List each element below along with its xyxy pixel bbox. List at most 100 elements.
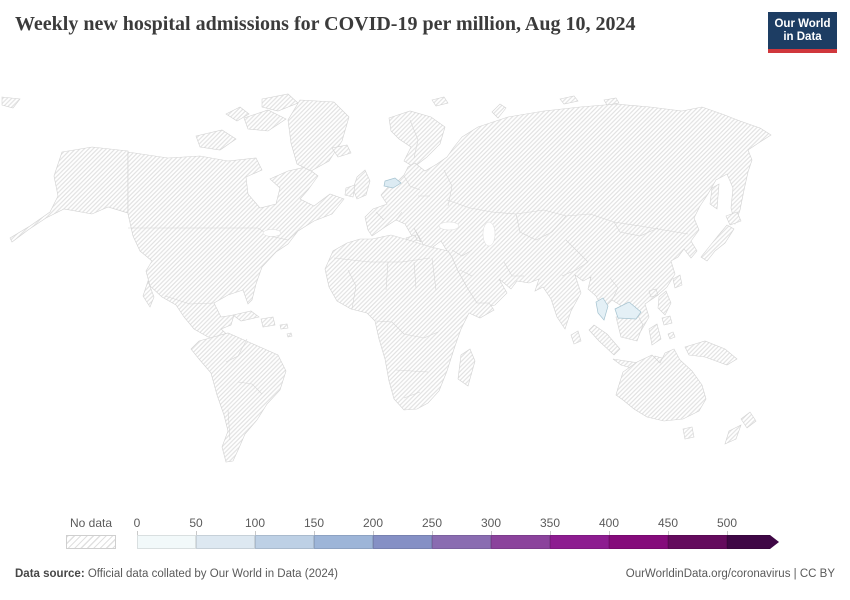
legend-tick-label: 350 [539,516,561,530]
legend-tick-mark [196,531,197,536]
legend-tick-mark [373,531,374,536]
legend-tick-label: 150 [303,516,325,530]
country-victoria-island[interactable] [195,129,237,151]
country-greenland[interactable] [287,99,350,172]
country-arctic-islands-russia-1[interactable] [559,95,579,105]
legend-tick-label: 200 [362,516,384,530]
country-madagascar[interactable] [457,348,476,387]
region-scandinavia[interactable] [388,110,446,168]
borders-europe [375,119,453,221]
country-sri-lanka[interactable] [570,330,582,345]
legend-tick-mark [432,531,433,536]
borders-asia [446,199,689,301]
owid-logo-line2: in Data [783,31,822,43]
country-indonesia-sulawesi[interactable] [648,323,662,346]
country-alaska[interactable] [9,146,129,243]
country-new-zealand-south[interactable] [724,424,742,445]
country-philippines-luzon[interactable] [657,290,672,316]
country-malaysia-borneo[interactable] [614,301,642,320]
country-lesser-antilles[interactable] [286,332,293,338]
country-japan-honshu[interactable] [700,224,735,262]
no-data-label: No data [69,516,113,530]
country-arctic-islands-russia-2[interactable] [603,97,620,106]
legend-tick-mark [314,531,315,536]
owid-logo-line1: Our World [774,18,831,30]
country-ellesmere-island[interactable] [261,93,299,112]
legend-segment-2[interactable] [255,535,314,549]
chart-footer: Data source: Official data collated by O… [15,567,835,581]
legend-segment-1[interactable] [196,535,255,549]
country-cuba[interactable] [232,310,260,322]
country-baffin-island[interactable] [243,109,287,132]
great-lakes [262,229,282,237]
border-us-mexico [164,295,215,305]
country-baja-california[interactable] [142,280,155,308]
legend-tick-label: 450 [657,516,679,530]
country-indonesia-sumatra[interactable] [588,324,621,356]
license-badge: CC BY [799,568,835,580]
legend-tick-label: 100 [244,516,266,530]
caspian-sea [482,221,496,247]
legend-segment-8[interactable] [609,535,668,549]
country-papua-new-guinea[interactable] [684,340,738,366]
legend-segment-7[interactable] [550,535,609,549]
legend-segment-0[interactable] [137,535,196,549]
country-japan-hokkaido[interactable] [725,211,742,226]
legend-tick-mark [668,531,669,536]
legend-tick-mark [550,531,551,536]
country-australia[interactable] [615,348,707,422]
legend-segment-10[interactable] [727,535,779,549]
legend-segment-6[interactable] [491,535,550,549]
country-novaya-zemlya[interactable] [491,103,507,119]
chart-title: Weekly new hospital admissions for COVID… [15,13,636,35]
country-arctic-island-small[interactable] [225,106,250,122]
region-south-america[interactable] [190,332,287,463]
legend-tick-label: 400 [598,516,620,530]
legend-tick-label: 50 [189,516,203,530]
region-north-america-mainland[interactable] [127,151,345,354]
footer-separator: | [790,568,800,580]
legend-tick-mark [137,531,138,536]
legend-tick-label: 500 [716,516,738,530]
legend-tick-mark [255,531,256,536]
black-sea [438,221,460,231]
legend-segment-3[interactable] [314,535,373,549]
country-philippines-mindanao[interactable] [661,315,673,326]
footer-right: OurWorldinData.org/coronavirus | CC BY [626,567,835,581]
owid-link[interactable]: OurWorldinData.org/coronavirus [625,568,791,580]
legend-segment-4[interactable] [373,535,432,549]
legend-tick-mark [491,531,492,536]
country-puerto-rico[interactable] [279,323,289,330]
country-malaysia-peninsular[interactable] [595,297,609,321]
legend-tick-mark [609,531,610,536]
country-iceland[interactable] [331,144,352,158]
country-svalbard[interactable] [431,96,449,107]
country-sakhalin[interactable] [709,183,720,210]
legend-segment-5[interactable] [432,535,491,549]
data-source-note: Data source: Official data collated by O… [15,567,338,581]
country-czechia[interactable] [383,177,402,189]
data-source-label: Data source: [15,568,85,580]
country-tasmania[interactable] [682,426,695,440]
legend-tick-mark [727,531,728,536]
borders-africa [333,257,439,399]
data-source-text: Official data collated by Our World in D… [84,568,339,580]
owid-logo[interactable]: Our World in Data [768,12,837,53]
legend-tick-label: 300 [480,516,502,530]
country-hispaniola[interactable] [260,316,276,328]
country-new-zealand-north[interactable] [740,411,757,429]
legend-segment-9[interactable] [668,535,727,549]
country-ireland[interactable] [344,184,356,198]
country-taiwan[interactable] [672,274,683,289]
region-africa[interactable] [324,234,495,411]
legend-tick-label: 0 [133,516,141,530]
country-chukotka-fragment[interactable] [1,96,21,109]
country-united-kingdom[interactable] [352,169,371,200]
country-hainan[interactable] [648,288,659,298]
legend-tick-label: 250 [421,516,443,530]
legend-colorbar [137,535,779,549]
no-data-swatch[interactable] [66,535,116,549]
country-indonesia-maluku[interactable] [667,331,676,340]
